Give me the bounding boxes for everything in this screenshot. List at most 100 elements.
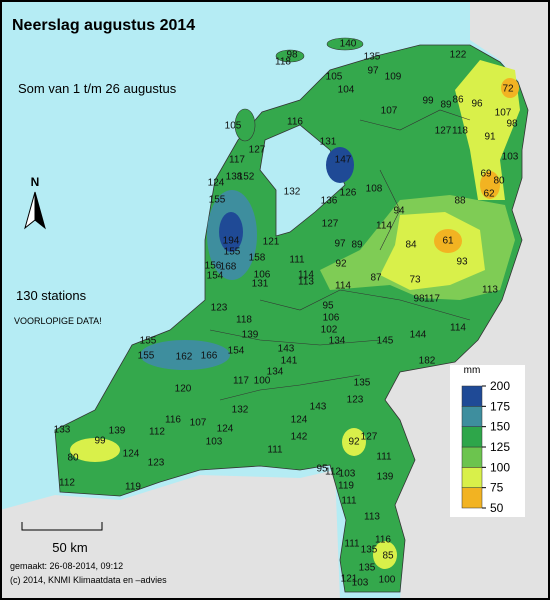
station-value: 69 xyxy=(480,169,492,180)
station-value: 109 xyxy=(385,72,402,83)
station-value: 80 xyxy=(67,453,79,464)
netherlands xyxy=(54,44,529,593)
station-value: 93 xyxy=(456,257,468,268)
legend-swatch xyxy=(461,406,483,427)
copyright: (c) 2014, KNMI Klimaatdata en –advies xyxy=(10,575,167,585)
station-value: 124 xyxy=(123,449,140,460)
station-value: 99 xyxy=(422,96,434,107)
station-value: 85 xyxy=(382,551,394,562)
station-value: 154 xyxy=(228,346,245,357)
orange-spot xyxy=(434,229,462,253)
station-value: 134 xyxy=(329,336,346,347)
station-value: 114 xyxy=(335,281,351,292)
station-value: 116 xyxy=(375,535,391,546)
station-value: 152 xyxy=(238,172,255,183)
station-value: 62 xyxy=(483,189,495,200)
station-value: 89 xyxy=(440,100,452,111)
station-value: 118 xyxy=(452,126,468,137)
station-value: 120 xyxy=(175,384,192,395)
station-value: 87 xyxy=(370,273,382,284)
station-value: 154 xyxy=(207,271,224,282)
station-value: 96 xyxy=(471,99,483,110)
station-value: 156 xyxy=(205,261,222,272)
blue-area xyxy=(140,340,230,370)
station-value: 155 xyxy=(138,351,155,362)
station-value: 133 xyxy=(54,425,71,436)
station-value: 106 xyxy=(254,270,271,281)
legend-swatch xyxy=(461,385,483,407)
yellow-area xyxy=(373,541,397,569)
island xyxy=(275,49,305,63)
scale-bar xyxy=(21,522,103,531)
legend-swatch xyxy=(461,446,483,468)
legend-tick-label: 175 xyxy=(490,399,510,413)
station-value: 139 xyxy=(377,472,394,483)
station-value: 132 xyxy=(284,187,301,198)
station-value: 127 xyxy=(435,126,452,137)
station-value: 139 xyxy=(109,426,126,437)
station-value: 107 xyxy=(381,106,398,117)
station-value: 102 xyxy=(321,325,338,336)
north-label: N xyxy=(31,175,40,189)
station-value: 111 xyxy=(376,452,392,463)
station-value: 114 xyxy=(450,323,466,334)
north-arrow xyxy=(34,191,46,230)
legend-tick-label: 125 xyxy=(490,440,510,454)
station-value: 98 xyxy=(506,119,518,130)
station-value: 142 xyxy=(291,432,308,443)
station-value: 144 xyxy=(410,330,427,341)
station-value: 106 xyxy=(323,313,340,324)
station-value: 123 xyxy=(347,395,364,406)
station-value: 182 xyxy=(419,356,436,367)
station-value: 95 xyxy=(322,301,334,312)
station-value: 117 xyxy=(229,155,245,166)
legend-tick-label: 150 xyxy=(490,420,510,434)
station-value: 134 xyxy=(267,367,284,378)
orange-spot xyxy=(480,171,500,199)
station-value: 168 xyxy=(220,262,237,273)
station-value: 121 xyxy=(341,574,358,585)
station-value: 88 xyxy=(454,196,466,207)
station-value: 166 xyxy=(201,351,218,362)
station-value: 141 xyxy=(281,356,298,367)
station-value: 113 xyxy=(364,512,380,523)
title: Neerslag augustus 2014 xyxy=(12,17,195,34)
dark-blue-spot xyxy=(219,212,243,252)
station-value: 86 xyxy=(452,95,464,106)
station-value: 98 xyxy=(286,50,298,61)
station-value: 116 xyxy=(165,415,181,426)
station-value: 143 xyxy=(278,344,295,355)
station-value: 113 xyxy=(298,277,314,288)
legend-tick-label: 100 xyxy=(490,460,510,474)
station-value: 111 xyxy=(341,496,357,507)
station-value: 122 xyxy=(450,50,467,61)
legend-swatch xyxy=(461,467,483,488)
station-value: 99 xyxy=(94,436,106,447)
station-value: 92 xyxy=(335,259,347,270)
station-value: 116 xyxy=(287,117,303,128)
station-value: 100 xyxy=(379,575,396,586)
station-value: 132 xyxy=(232,405,249,416)
station-value: 145 xyxy=(377,336,394,347)
station-value: 95 xyxy=(316,464,328,475)
station-value: 118 xyxy=(275,57,291,68)
station-value: 131 xyxy=(320,137,337,148)
station-value: 73 xyxy=(409,275,421,286)
legend-box xyxy=(450,365,525,517)
station-value: 103 xyxy=(352,578,369,589)
legend-tick-label: 75 xyxy=(490,481,504,495)
station-value: 104 xyxy=(338,85,355,96)
station-value: 112 xyxy=(325,467,341,478)
station-value: 131 xyxy=(252,279,269,290)
station-value: 147 xyxy=(335,155,352,166)
station-value: 112 xyxy=(149,427,165,438)
station-value: 140 xyxy=(340,39,357,50)
station-value: 119 xyxy=(125,482,141,493)
station-value: 135 xyxy=(361,545,378,556)
island xyxy=(326,37,364,51)
station-value: 103 xyxy=(206,437,223,448)
station-value: 155 xyxy=(209,195,226,206)
station-value: 108 xyxy=(366,184,383,195)
station-value: 107 xyxy=(495,108,512,119)
